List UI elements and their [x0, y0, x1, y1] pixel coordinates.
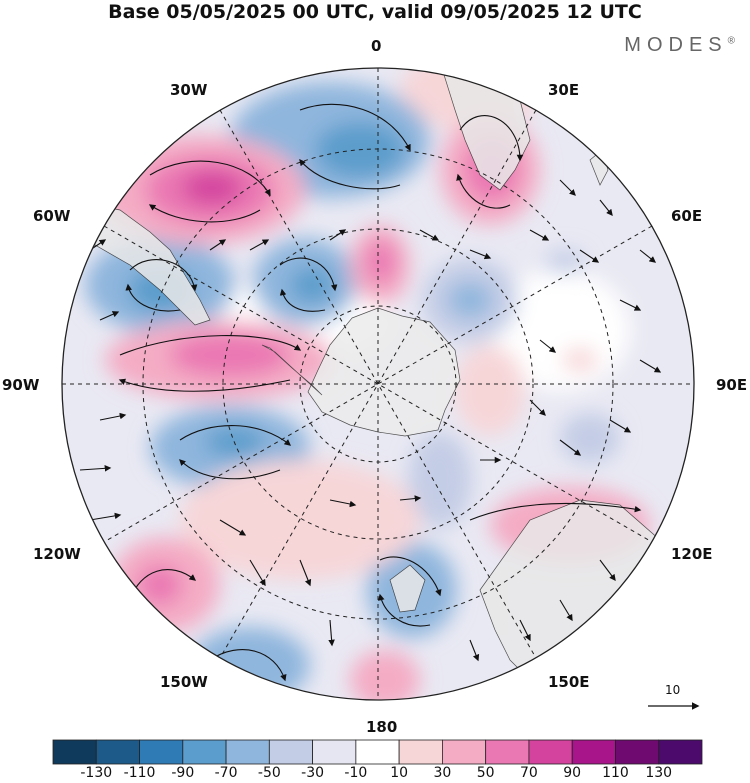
map-title: Base 05/05/2025 00 UTC, valid 09/05/2025… [108, 1, 642, 23]
colorbar-bin [615, 739, 660, 765]
lon-label-150e: 150E [548, 673, 590, 691]
colorbar-tick: -90 [171, 765, 195, 781]
colorbar-tick: 110 [602, 765, 629, 781]
colorbar-bin [95, 739, 140, 765]
modes-logo: MODES® [624, 34, 735, 57]
lon-label-120e: 120E [671, 545, 713, 563]
lon-label-60w: 60W [33, 207, 71, 225]
lon-label-180: 180 [366, 718, 398, 736]
lon-label-30e: 30E [548, 81, 580, 99]
colorbar-tick: 90 [563, 765, 582, 781]
colorbar-tick: -10 [344, 765, 368, 781]
colorbar-bin [658, 739, 703, 765]
wind-vectors [79, 103, 662, 682]
colorbar-bin [312, 739, 357, 765]
lon-label-150w: 150W [160, 673, 208, 691]
colorbar-bin [571, 739, 616, 765]
brand-mark: ® [727, 35, 735, 47]
lon-label-90e: 90E [716, 376, 748, 394]
colorbar-tick: 10 [390, 765, 409, 781]
lon-label-0: 0 [371, 37, 382, 55]
lon-label-60e: 60E [671, 207, 703, 225]
colorbar-tick: 50 [476, 765, 495, 781]
colorbar-tick: -70 [214, 765, 238, 781]
lon-label-90w: 90W [2, 376, 40, 394]
lon-label-30w: 30W [170, 81, 208, 99]
colorbar-tick: 130 [645, 765, 673, 781]
reference-vector-label: 10 [665, 683, 681, 697]
colorbar-bin [52, 739, 97, 765]
colorbar-tick: -130 [80, 765, 113, 781]
brand-text: MODES [624, 34, 728, 56]
map-boundary [61, 67, 695, 701]
colorbar-tick: -30 [301, 765, 325, 781]
colorbar [52, 739, 703, 765]
colorbar-bin [225, 739, 270, 765]
colorbar-tick: 30 [433, 765, 452, 781]
colorbar-tick: 70 [520, 765, 538, 781]
colorbar-bin [182, 739, 227, 765]
graticule [62, 68, 694, 700]
colorbar-bin [398, 739, 443, 765]
colorbar-bin [528, 739, 573, 765]
colorbar-bin [139, 739, 184, 765]
colorbar-tick: -110 [123, 765, 156, 781]
lon-label-120w: 120W [33, 545, 81, 563]
colorbar-bin [268, 739, 314, 765]
colorbar-tick: -50 [257, 765, 281, 781]
new-zealand [389, 564, 426, 613]
colorbar-bin [355, 739, 400, 765]
colorbar-bin [441, 739, 487, 765]
colorbar-bin [485, 739, 530, 765]
